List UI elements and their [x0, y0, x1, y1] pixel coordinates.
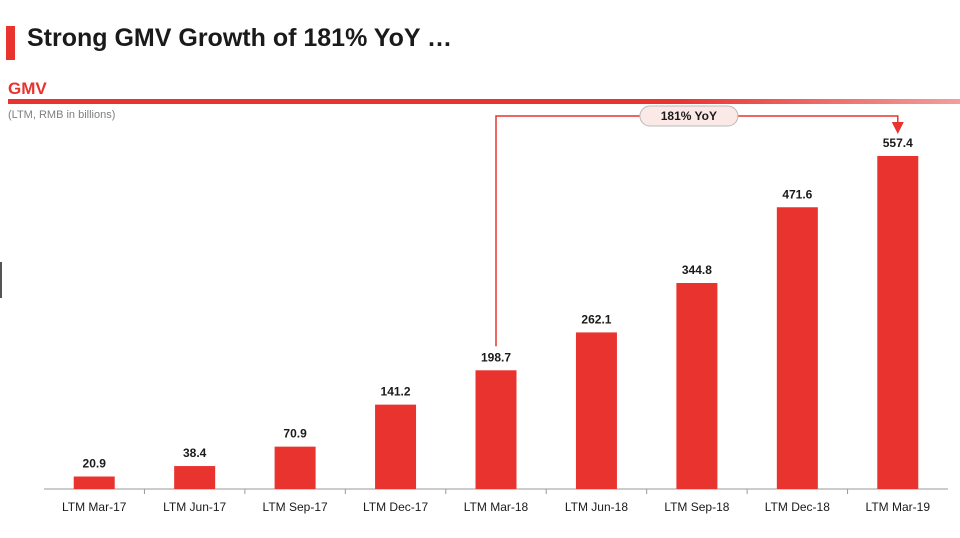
bar-ltm-mar-18	[475, 370, 517, 489]
bar-ltm-mar-17	[73, 476, 115, 489]
bar-ltm-jun-17	[174, 466, 216, 489]
bar-ltm-jun-18	[575, 332, 617, 489]
edge-marker	[0, 262, 2, 298]
data-label: 557.4	[883, 136, 913, 150]
bar-ltm-sep-18	[676, 283, 718, 489]
data-label: 471.6	[782, 187, 812, 201]
data-label: 198.7	[481, 350, 511, 364]
bar-ltm-sep-17	[274, 446, 316, 489]
section-divider	[8, 99, 960, 104]
page-title: Strong GMV Growth of 181% YoY …	[27, 24, 453, 52]
x-tick-label: LTM Sep-18	[664, 500, 729, 514]
data-label: 38.4	[183, 446, 207, 460]
data-label: 344.8	[682, 263, 712, 277]
unit-label: (LTM, RMB in billions)	[8, 109, 116, 121]
x-tick-label: LTM Jun-17	[163, 500, 226, 514]
yoy-annotation-label: 181% YoY	[661, 109, 717, 123]
title-accent-bar	[6, 26, 15, 60]
data-label: 70.9	[283, 427, 307, 441]
section-label: GMV	[8, 79, 47, 98]
x-tick-label: LTM Jun-18	[565, 500, 628, 514]
yoy-badge	[639, 105, 739, 127]
x-tick-label: LTM Dec-18	[765, 500, 830, 514]
x-tick-label: LTM Mar-17	[62, 500, 127, 514]
x-tick-label: LTM Mar-18	[464, 500, 529, 514]
data-label: 262.1	[581, 312, 611, 326]
bar-ltm-dec-18	[776, 207, 818, 489]
bar-ltm-dec-17	[375, 404, 417, 489]
bar-ltm-mar-19	[877, 156, 919, 489]
x-tick-label: LTM Sep-17	[263, 500, 328, 514]
x-tick-label: LTM Dec-17	[363, 500, 428, 514]
data-label: 20.9	[83, 457, 107, 471]
x-tick-label: LTM Mar-19	[866, 500, 931, 514]
data-label: 141.2	[381, 385, 411, 399]
